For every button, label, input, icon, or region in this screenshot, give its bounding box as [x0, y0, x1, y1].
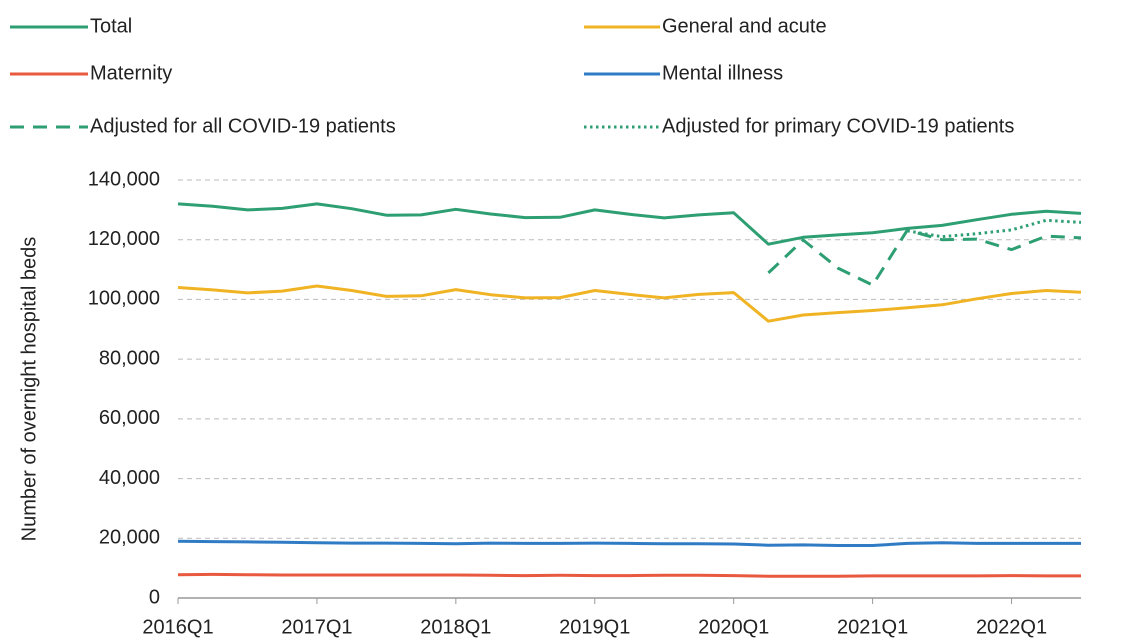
x-tick-label: 2019Q1	[559, 616, 630, 638]
series-line	[767, 228, 1082, 287]
y-tick-label: 120,000	[88, 228, 160, 250]
series-line	[177, 539, 1081, 547]
x-tick-label: 2018Q1	[420, 616, 491, 638]
y-axis-title: Number of overnight hospital beds	[18, 237, 40, 542]
y-tick-label: 20,000	[99, 527, 160, 549]
legend-label: Mental illness	[662, 62, 783, 84]
series-line	[907, 218, 1082, 239]
legend-label: General and acute	[662, 15, 827, 37]
y-tick-label: 140,000	[88, 168, 160, 190]
x-tick-label: 2022Q1	[976, 616, 1047, 638]
legend-label: Total	[90, 15, 132, 37]
x-tick-label: 2021Q1	[837, 616, 908, 638]
series-line	[177, 284, 1082, 323]
series-line	[177, 572, 1081, 578]
legend-label: Adjusted for all COVID-19 patients	[90, 115, 396, 137]
x-tick-label: 2020Q1	[698, 616, 769, 638]
legend-label: Maternity	[90, 62, 172, 84]
y-tick-label: 60,000	[99, 407, 160, 429]
y-tick-label: 0	[149, 586, 160, 608]
series-line	[177, 202, 1082, 246]
legend-label: Adjusted for primary COVID-19 patients	[662, 115, 1014, 137]
x-tick-label: 2016Q1	[142, 616, 213, 638]
x-tick-label: 2017Q1	[281, 616, 352, 638]
y-tick-label: 80,000	[99, 347, 160, 369]
y-tick-label: 40,000	[99, 467, 160, 489]
y-tick-label: 100,000	[88, 288, 160, 310]
